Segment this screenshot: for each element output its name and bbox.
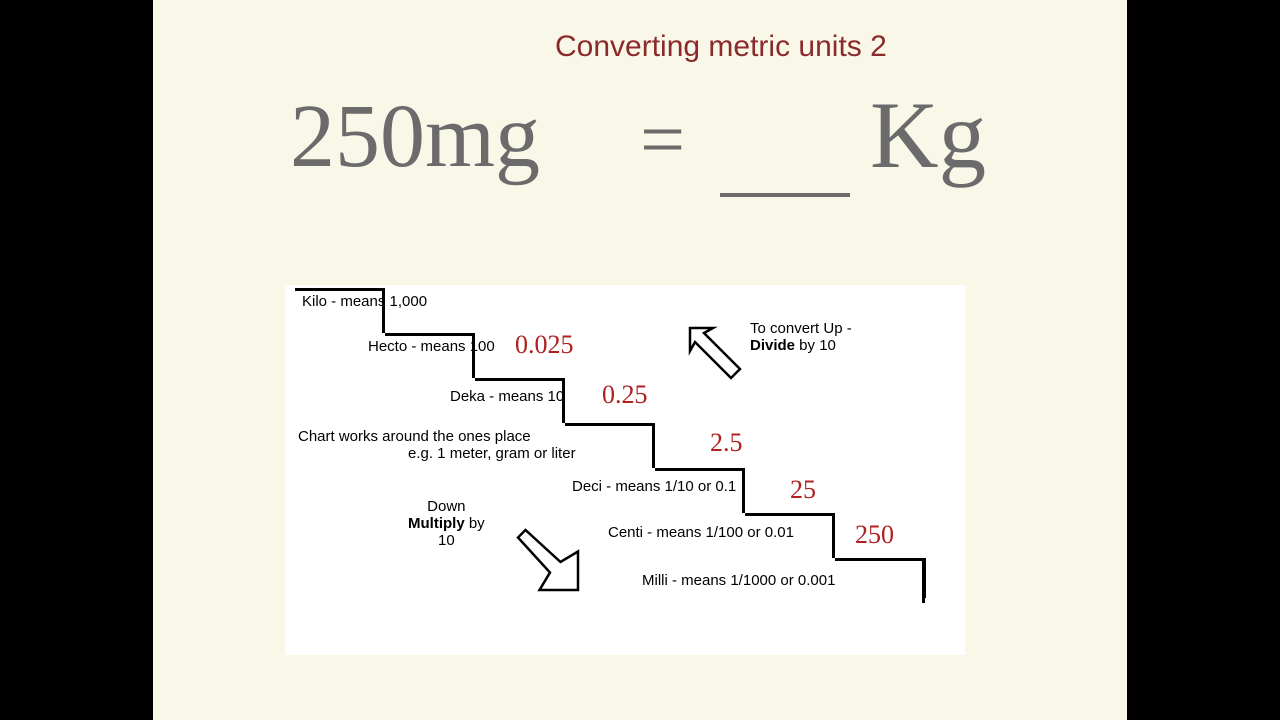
handwritten-value: 25	[790, 475, 816, 505]
equation-rhs: Kg	[870, 80, 986, 190]
stair-step	[565, 423, 655, 468]
step-label-kilo: Kilo - means 1,000	[302, 293, 427, 310]
equation-blank-line	[720, 190, 850, 200]
step-label-hecto: Hecto - means 100	[368, 338, 495, 355]
handwritten-value: 250	[855, 520, 894, 550]
step-label-milli: Milli - means 1/1000 or 0.001	[642, 572, 835, 589]
handwritten-value: 2.5	[710, 428, 743, 458]
step-label-deci: Deci - means 1/10 or 0.1	[572, 478, 736, 495]
step-label-ones: Chart works around the ones place e.g. 1…	[298, 428, 576, 462]
equation-equals: =	[640, 95, 685, 186]
handwritten-value: 0.025	[515, 330, 574, 360]
handwritten-value: 0.25	[602, 380, 648, 410]
convert-up-note: To convert Up - Divide by 10	[750, 320, 852, 354]
slide-title: Converting metric units 2	[555, 30, 887, 64]
step-label-centi: Centi - means 1/100 or 0.01	[608, 524, 794, 541]
step-label-deka: Deka - means 10	[450, 388, 564, 405]
stair-step	[835, 558, 925, 603]
arrow-down-icon	[508, 520, 598, 610]
arrow-up-icon	[680, 318, 760, 398]
metric-stair-chart: Kilo - means 1,000 Hecto - means 100 Dek…	[285, 285, 965, 655]
equation-lhs: 250mg	[290, 85, 540, 188]
convert-down-note: Down Multiply by 10	[408, 498, 485, 549]
